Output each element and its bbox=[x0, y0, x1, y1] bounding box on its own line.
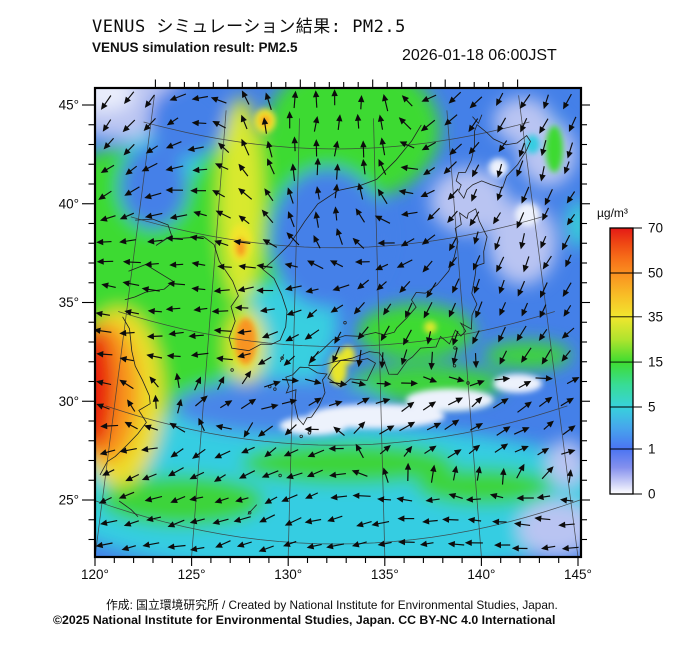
lat-label: 40° bbox=[59, 196, 79, 211]
page-title-jp: VENUS シミュレーション結果: PM2.5 bbox=[92, 17, 406, 37]
page-title-en: VENUS simulation result: PM2.5 bbox=[92, 40, 298, 55]
timestamp: 2026-01-18 06:00JST bbox=[402, 47, 557, 64]
lon-label: 145° bbox=[564, 567, 592, 582]
colorbar-tick-label: 1 bbox=[648, 442, 656, 457]
credit-line: 作成: 国立環境研究所 / Created by National Instit… bbox=[106, 598, 558, 612]
coastlines bbox=[99, 114, 531, 517]
colorbar-unit-label: µg/m³ bbox=[597, 206, 628, 220]
license-line: ©2025 National Institute for Environment… bbox=[53, 613, 556, 627]
colorbar-tick-label: 50 bbox=[648, 266, 663, 281]
colorbar-tick-label: 35 bbox=[648, 309, 663, 324]
lon-label: 140° bbox=[467, 567, 495, 582]
colorbar-tick-label: 0 bbox=[648, 487, 656, 502]
lon-label: 120° bbox=[81, 567, 109, 582]
colorbar-tick-label: 15 bbox=[648, 355, 663, 370]
lat-label: 45° bbox=[59, 98, 79, 113]
wind-arrows bbox=[95, 89, 580, 553]
lat-label: 25° bbox=[59, 493, 79, 508]
lon-label: 130° bbox=[274, 567, 302, 582]
lat-label: 30° bbox=[59, 394, 79, 409]
lon-label: 135° bbox=[371, 567, 399, 582]
pm25-field bbox=[95, 88, 581, 557]
axis-ticks bbox=[82, 79, 590, 566]
colorbar-tick-label: 5 bbox=[648, 400, 656, 415]
colorbar: µg/m³ 70 50 35 15 5 1 0 bbox=[597, 206, 663, 502]
colorbar-tick-label: 70 bbox=[648, 221, 663, 236]
lat-label: 35° bbox=[59, 295, 79, 310]
axis-labels: 45° 40° 35° 30° 25° 120° 125° 130° 135° 140° 145° bbox=[59, 98, 592, 583]
lon-label: 125° bbox=[178, 567, 206, 582]
